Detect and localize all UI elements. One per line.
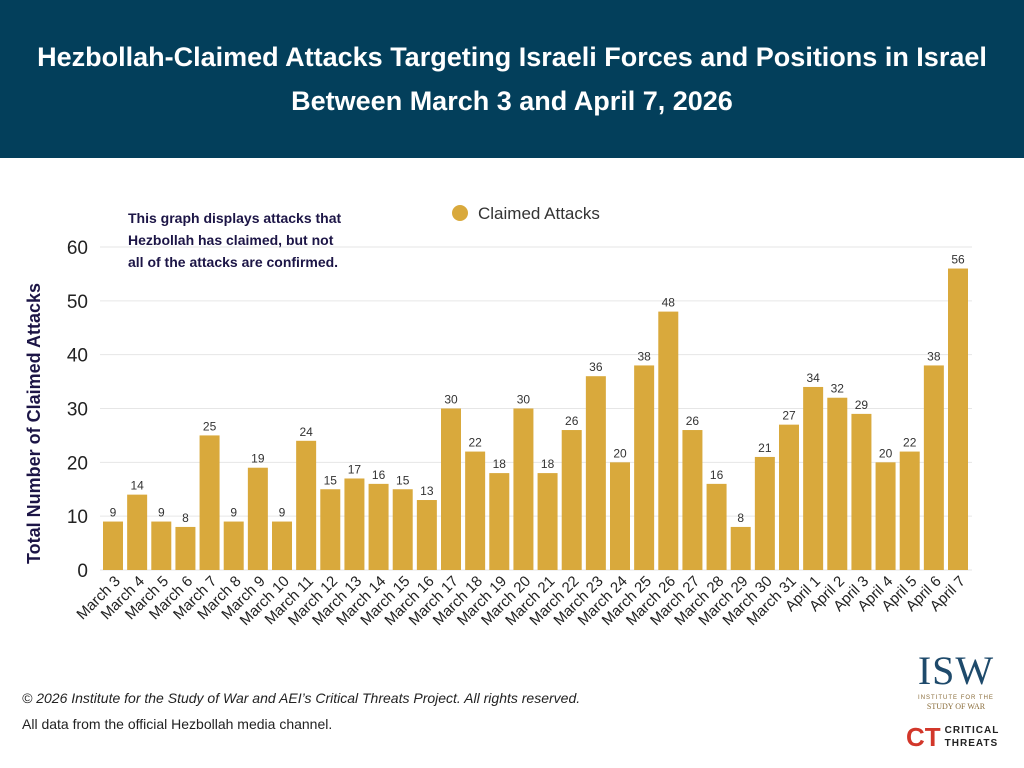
bar (151, 521, 172, 570)
bar (392, 489, 413, 570)
bar (779, 424, 799, 570)
bar (247, 467, 268, 570)
data-label: 16 (372, 468, 386, 482)
bar (344, 478, 365, 570)
bar (441, 408, 461, 570)
data-label: 24 (299, 425, 313, 439)
data-label: 30 (517, 393, 531, 407)
isw-logo-text: ISW (917, 648, 995, 693)
data-label: 15 (324, 473, 338, 487)
y-tick-label: 40 (67, 346, 88, 367)
bar (803, 386, 824, 570)
data-label: 21 (758, 441, 772, 455)
y-tick-label: 50 (67, 292, 88, 313)
data-label: 17 (348, 462, 362, 476)
source-text: All data from the official Hezbollah med… (22, 716, 333, 732)
bar (658, 311, 679, 570)
data-label: 15 (396, 473, 410, 487)
data-label: 34 (806, 371, 820, 385)
data-label: 26 (686, 414, 700, 428)
data-label: 14 (130, 479, 144, 493)
data-label: 9 (230, 506, 237, 520)
title-banner: Hezbollah-Claimed Attacks Targeting Isra… (0, 0, 1024, 158)
data-label: 27 (782, 409, 796, 423)
bar (561, 430, 582, 570)
critical-threats-logo: CT CRITICAL THREATS (906, 722, 999, 752)
data-label: 29 (855, 398, 869, 412)
y-tick-label: 20 (67, 453, 88, 474)
bar (175, 526, 196, 570)
data-label: 38 (637, 349, 651, 363)
data-label: 9 (279, 506, 286, 520)
bar (127, 494, 148, 570)
ct-mark: CT (906, 722, 941, 752)
bar (489, 473, 510, 570)
isw-logo-sub1: INSTITUTE FOR THE (918, 695, 994, 701)
bar (610, 462, 630, 570)
bar (827, 397, 848, 570)
data-label: 18 (493, 457, 507, 471)
data-label: 22 (468, 436, 482, 450)
isw-logo-sub2: STUDY OF WAR (926, 702, 986, 711)
legend-label: Claimed Attacks (478, 204, 600, 223)
bar (923, 365, 944, 570)
y-tick-label: 0 (77, 561, 88, 582)
bar (513, 408, 534, 570)
data-label: 20 (879, 446, 893, 460)
data-label: 19 (251, 452, 265, 466)
bar (272, 521, 292, 570)
bar (754, 456, 775, 570)
y-axis-label: Total Number of Claimed Attacks (24, 283, 44, 564)
bar (296, 440, 317, 570)
bar (851, 413, 872, 570)
bar (537, 473, 558, 570)
legend-marker (452, 205, 468, 221)
data-label: 9 (110, 506, 117, 520)
copyright-text: © 2026 Institute for the Study of War an… (22, 690, 581, 706)
chart-title: Hezbollah-Claimed Attacks Targeting Isra… (37, 42, 987, 116)
bar (899, 451, 920, 570)
data-label: 38 (927, 349, 941, 363)
data-label: 13 (420, 484, 434, 498)
bar (465, 451, 486, 570)
bar (634, 365, 655, 570)
data-label: 22 (903, 436, 917, 450)
data-label: 48 (662, 296, 676, 310)
isw-logo: ISW INSTITUTE FOR THE STUDY OF WAR (906, 648, 1006, 712)
bar (416, 500, 437, 570)
chart-annotation: This graph displays attacks that Hezboll… (128, 210, 342, 270)
data-label: 16 (710, 468, 724, 482)
ct-line1: CRITICAL (944, 725, 1000, 736)
data-label: 56 (951, 253, 965, 267)
data-label: 36 (589, 360, 603, 374)
bar (875, 462, 896, 570)
bar (320, 489, 341, 570)
y-tick-label: 10 (67, 507, 88, 528)
data-label: 20 (613, 446, 627, 460)
data-label: 8 (737, 511, 744, 525)
data-label: 8 (182, 511, 189, 525)
data-label: 25 (203, 419, 217, 433)
bar (948, 268, 968, 570)
bar (706, 483, 727, 570)
bar (103, 521, 123, 570)
bar (223, 521, 244, 570)
y-tick-label: 60 (67, 238, 88, 259)
bar (682, 430, 703, 570)
bar (368, 483, 389, 570)
data-label: 9 (158, 506, 165, 520)
data-label: 32 (831, 382, 845, 396)
bar (199, 435, 220, 570)
ct-line2: THREATS (944, 738, 999, 749)
y-tick-label: 30 (67, 400, 88, 421)
data-label: 30 (444, 393, 458, 407)
bar (730, 526, 751, 570)
data-label: 18 (541, 457, 555, 471)
data-label: 26 (565, 414, 579, 428)
bar (585, 376, 606, 570)
